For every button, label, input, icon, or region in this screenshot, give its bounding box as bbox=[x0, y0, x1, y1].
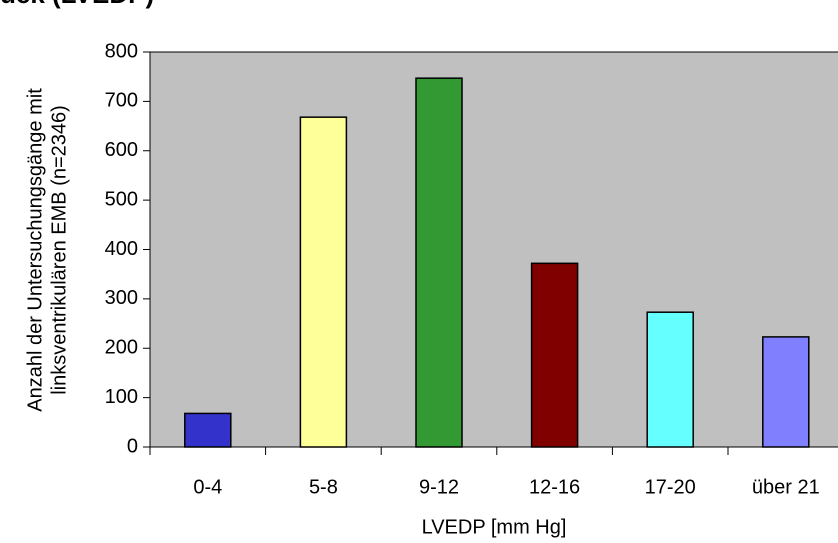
x-tick-label: 12-16 bbox=[529, 476, 580, 498]
y-tick-label: 400 bbox=[105, 238, 138, 260]
bar bbox=[530, 262, 579, 448]
bar bbox=[646, 311, 694, 448]
y-tick-label: 800 bbox=[105, 40, 138, 62]
plot-area bbox=[149, 51, 838, 448]
y-tick-label: 600 bbox=[105, 139, 138, 161]
x-axis-label: LVEDP [mm Hg] bbox=[422, 516, 567, 538]
x-tick-label: über 21 bbox=[752, 476, 820, 498]
y-axis-label: linksventrikulären EMB (n=2346) bbox=[48, 105, 70, 395]
y-tick-label: 500 bbox=[105, 188, 138, 210]
bar bbox=[415, 77, 463, 448]
y-axis-label: Anzahl der Untersuchungsgänge mit bbox=[24, 88, 46, 412]
x-tick-label: 5-8 bbox=[309, 476, 338, 498]
x-tick-label: 9-12 bbox=[419, 476, 459, 498]
y-tick-label: 300 bbox=[105, 287, 138, 309]
bar bbox=[762, 336, 810, 448]
y-tick-label: 0 bbox=[127, 435, 138, 457]
bar bbox=[184, 412, 232, 448]
y-tick-label: 700 bbox=[105, 90, 138, 112]
x-tick-label: 17-20 bbox=[645, 476, 696, 498]
y-tick-label: 100 bbox=[105, 386, 138, 408]
bar bbox=[299, 116, 348, 448]
x-tick-label: 0-4 bbox=[193, 476, 222, 498]
y-tick-label: 200 bbox=[105, 337, 138, 359]
chart-title: uck (LVEDP) bbox=[0, 0, 154, 9]
